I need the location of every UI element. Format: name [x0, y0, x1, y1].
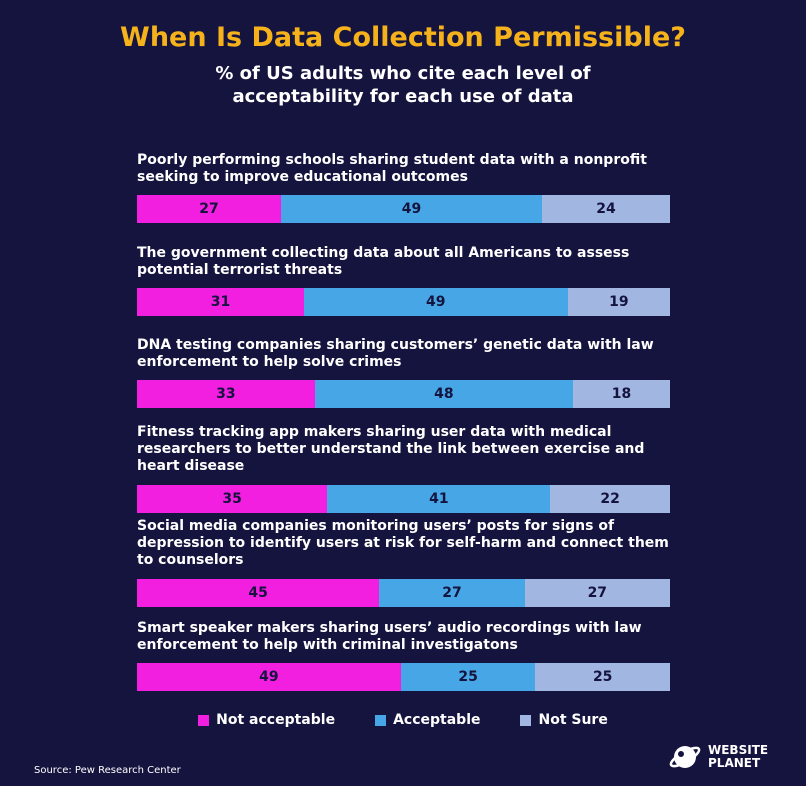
bar-segment-acceptable: 41	[327, 485, 551, 513]
bar-segment-not-acceptable: 35	[137, 485, 328, 513]
chart-row: Fitness tracking app makers sharing user…	[137, 424, 671, 513]
bar-segment-not-sure: 25	[535, 663, 670, 691]
bar-segment-not-acceptable: 31	[137, 288, 304, 316]
chart-row: Smart speaker makers sharing users’ audi…	[137, 620, 671, 691]
chart-row: Social media companies monitoring users’…	[137, 518, 671, 607]
bar-segment-acceptable: 27	[379, 579, 525, 607]
logo-line2: PLANET	[708, 756, 761, 770]
bar-segment-not-sure: 22	[550, 485, 670, 513]
category-label: Smart speaker makers sharing users’ audi…	[137, 620, 642, 653]
bar-segment-acceptable: 49	[303, 288, 568, 316]
website-planet-logo: WEBSITE PLANET	[668, 740, 768, 774]
stacked-bar: 35 41 22	[137, 485, 670, 513]
stacked-bar: 27 49 24	[137, 195, 670, 223]
stacked-bar: 31 49 19	[137, 288, 670, 316]
chart-row: DNA testing companies sharing customers’…	[137, 337, 671, 408]
legend-swatch-not-sure	[520, 714, 532, 726]
bar-segment-not-acceptable: 27	[137, 195, 281, 223]
legend-label: Not Sure	[538, 712, 608, 728]
legend-item-acceptable: Acceptable	[375, 712, 480, 728]
bar-segment-not-sure: 24	[542, 195, 670, 223]
bar-segment-not-sure: 19	[567, 288, 670, 316]
bar-segment-not-sure: 27	[524, 579, 670, 607]
category-label: Fitness tracking app makers sharing user…	[137, 424, 645, 474]
source-note: Source: Pew Research Center	[34, 765, 181, 776]
category-label: Social media companies monitoring users’…	[137, 518, 669, 568]
legend-label: Acceptable	[393, 712, 481, 728]
stacked-bar: 33 48 18	[137, 380, 670, 408]
bar-segment-not-acceptable: 33	[137, 380, 315, 408]
chart-row: Poorly performing schools sharing studen…	[137, 152, 671, 223]
bar-segment-not-sure: 18	[573, 380, 670, 408]
legend-swatch-acceptable	[375, 714, 387, 726]
logo-line1: WEBSITE	[708, 743, 769, 757]
category-label: The government collecting data about all…	[137, 245, 630, 278]
logo-text: WEBSITE PLANET	[708, 744, 768, 770]
planet-logo-icon	[669, 746, 701, 768]
bar-segment-acceptable: 49	[280, 195, 543, 223]
category-label: Poorly performing schools sharing studen…	[137, 152, 647, 185]
category-label: DNA testing companies sharing customers’…	[137, 337, 654, 370]
chart-row: The government collecting data about all…	[137, 245, 671, 316]
bar-segment-not-acceptable: 45	[137, 579, 380, 607]
chart-title: When Is Data Collection Permissible?	[120, 22, 686, 53]
stacked-bar: 49 25 25	[137, 663, 670, 691]
stacked-bar: 45 27 27	[137, 579, 670, 607]
bar-segment-acceptable: 48	[314, 380, 574, 408]
bar-segment-acceptable: 25	[400, 663, 536, 691]
legend: Not acceptable Acceptable Not Sure	[0, 712, 806, 728]
legend-label: Not acceptable	[216, 712, 336, 728]
bar-segment-not-acceptable: 49	[137, 663, 401, 691]
legend-item-not-acceptable: Not acceptable	[198, 712, 335, 728]
legend-item-not-sure: Not Sure	[520, 712, 608, 728]
legend-swatch-not-acceptable	[198, 714, 210, 726]
chart-subtitle: % of US adults who cite each level of ac…	[215, 63, 591, 107]
